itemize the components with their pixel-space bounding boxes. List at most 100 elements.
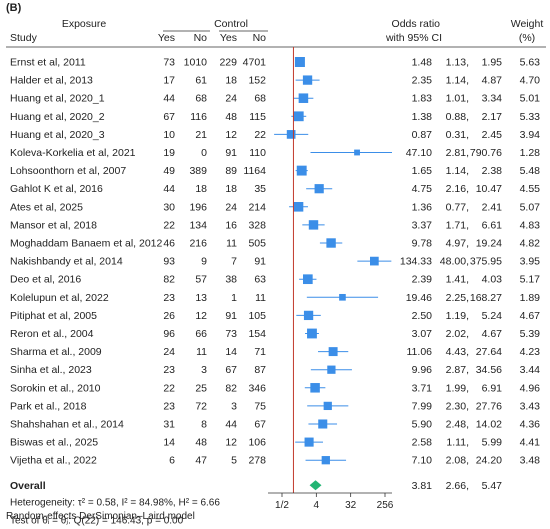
- or-value: 0.87: [412, 129, 433, 141]
- ctl-yes-value: 24: [225, 201, 237, 213]
- ci-lower-value: 1.01,: [446, 93, 469, 105]
- or-value: 2.39: [412, 274, 433, 286]
- exp-no-value: 72: [195, 400, 207, 412]
- weight-value: 4.83: [520, 219, 541, 231]
- exp-no-value: 25: [195, 382, 207, 394]
- ctl-no-value: 75: [254, 400, 266, 412]
- weight-value: 4.55: [520, 183, 541, 195]
- exp-no-value: 216: [189, 238, 207, 250]
- ctl-yes-value: 89: [225, 165, 237, 177]
- study-name: Vijetha et al., 2022: [10, 455, 97, 467]
- ci-lower-value: 1.99,: [446, 382, 469, 394]
- exp-yes-value: 19: [163, 147, 175, 159]
- or-value: 19.46: [406, 292, 432, 304]
- exp-yes-value: 67: [163, 111, 175, 123]
- study-name: Mansor et al, 2018: [10, 219, 97, 231]
- study-box: [307, 328, 317, 339]
- ci-upper-value: 14.02: [476, 419, 502, 431]
- weight-value: 1.28: [520, 147, 541, 159]
- ci-upper-value: 27.64: [476, 346, 502, 358]
- ctl-yes-value: 11: [226, 238, 237, 250]
- exp-yes-value: 44: [163, 93, 175, 105]
- ci-upper-value: 34.56: [476, 364, 502, 376]
- plot-marks: [274, 47, 392, 493]
- exp-yes-value: 30: [163, 201, 175, 213]
- x-tick-label: 4: [314, 500, 320, 511]
- weight-value: 4.36: [520, 419, 541, 431]
- or-value: 2.58: [412, 437, 433, 449]
- weight-value: 4.70: [520, 75, 541, 87]
- study-name: Halder et al, 2013: [10, 75, 93, 87]
- ctl-yes-value: 16: [225, 219, 237, 231]
- or-value: 11.06: [407, 346, 433, 358]
- study-box: [354, 149, 360, 156]
- ci-upper-value: 5.99: [482, 437, 503, 449]
- weight-value: 5.01: [520, 93, 541, 105]
- ci-lower-value: 4.97,: [446, 238, 469, 250]
- ctl-no-value: 87: [254, 364, 266, 376]
- exp-no-value: 57: [195, 274, 207, 286]
- ci-lower-value: 2.81,: [446, 147, 469, 159]
- study-name: Sorokin et al., 2010: [10, 382, 101, 394]
- weight-value: 3.44: [520, 364, 541, 376]
- exp-no-value: 11: [196, 346, 207, 358]
- or-value: 3.07: [412, 328, 433, 340]
- ci-upper-value: 2.17: [482, 111, 503, 123]
- study-row: Biswas et al., 2025 14 48 12 106 2.58 1.11, 5.9…: [10, 437, 540, 449]
- study-box: [302, 274, 313, 285]
- exp-yes-value: 73: [163, 57, 175, 69]
- ci-lower-value: 0.77,: [446, 201, 469, 213]
- study-name: Huang et al, 2020_3: [10, 129, 105, 141]
- study-row: Koleva-Korkelia et al, 2021 19 0 91 110 47.10…: [10, 147, 540, 159]
- study-row: Sinha et al., 2023 23 3 67 87 9.96 2.87, 34.56 3…: [10, 364, 540, 376]
- ctl-yes-value: 18: [225, 183, 237, 195]
- exp-no-value: 134: [189, 219, 207, 231]
- ctl-yes-value: 5: [231, 455, 237, 467]
- exp-yes-value: 24: [163, 346, 175, 358]
- ctl-yes-value: 12: [225, 437, 237, 449]
- study-name: Sinha et al., 2023: [10, 364, 92, 376]
- exp-yes-value: 44: [163, 183, 175, 195]
- study-box: [302, 75, 313, 85]
- or-value: 1.36: [412, 201, 433, 213]
- ci-lower-value: 2.16,: [446, 183, 469, 195]
- ci-lower-value: 1.19,: [446, 310, 469, 322]
- or-value: 3.71: [412, 382, 433, 394]
- ctl-no-value: 154: [248, 328, 266, 340]
- ctl-yes-value: 82: [225, 382, 237, 394]
- study-box: [370, 256, 379, 266]
- study-box: [321, 456, 330, 465]
- study-name: Biswas et al., 2025: [10, 437, 98, 449]
- study-name: Deo et al, 2016: [10, 274, 81, 286]
- ctl-no-value: 22: [254, 129, 266, 141]
- study-box: [293, 111, 304, 122]
- study-name: Gahlot K et al, 2016: [10, 183, 103, 195]
- weight-value: 5.48: [520, 165, 541, 177]
- exp-yes-value: 6: [169, 455, 175, 467]
- ctl-no-value: 71: [254, 346, 266, 358]
- study-row: Shahshahan et al., 2014 31 8 44 67 5.90 2.48, 1…: [10, 419, 540, 431]
- weight-value: 4.82: [520, 238, 541, 250]
- ctl-no-value: 106: [248, 437, 266, 449]
- study-row: Lohsoonthorn et al, 2007 49 389 89 1164 1.65 1…: [10, 165, 540, 177]
- or-header-line2: with 95% CI: [385, 32, 442, 44]
- ctl-no-header: No: [253, 32, 267, 44]
- ci-lower-value: 2.30,: [446, 400, 469, 412]
- ctl-no-value: 35: [254, 183, 266, 195]
- or-value: 3.37: [412, 219, 433, 231]
- ci-upper-value: 2.45: [482, 129, 503, 141]
- overall-or-value: 3.81: [412, 480, 433, 492]
- study-box: [339, 293, 346, 301]
- exp-no-value: 12: [195, 310, 207, 322]
- study-row: Halder et al, 2013 17 61 18 152 2.35 1.14, 4.87…: [10, 75, 540, 87]
- exp-yes-value: 46: [163, 238, 175, 250]
- study-box: [286, 130, 296, 139]
- x-tick-label: 256: [377, 500, 394, 511]
- study-row: Huang et al, 2020_2 67 116 48 115 1.38 0.88, 2.…: [10, 111, 540, 123]
- ctl-yes-value: 1: [231, 292, 237, 304]
- or-value: 5.90: [412, 419, 433, 431]
- exp-no-value: 196: [189, 201, 207, 213]
- ci-lower-value: 1.71,: [446, 219, 469, 231]
- study-row: Ernst et al, 2011 73 1010 229 4701 1.48 1.13, 1…: [10, 57, 540, 69]
